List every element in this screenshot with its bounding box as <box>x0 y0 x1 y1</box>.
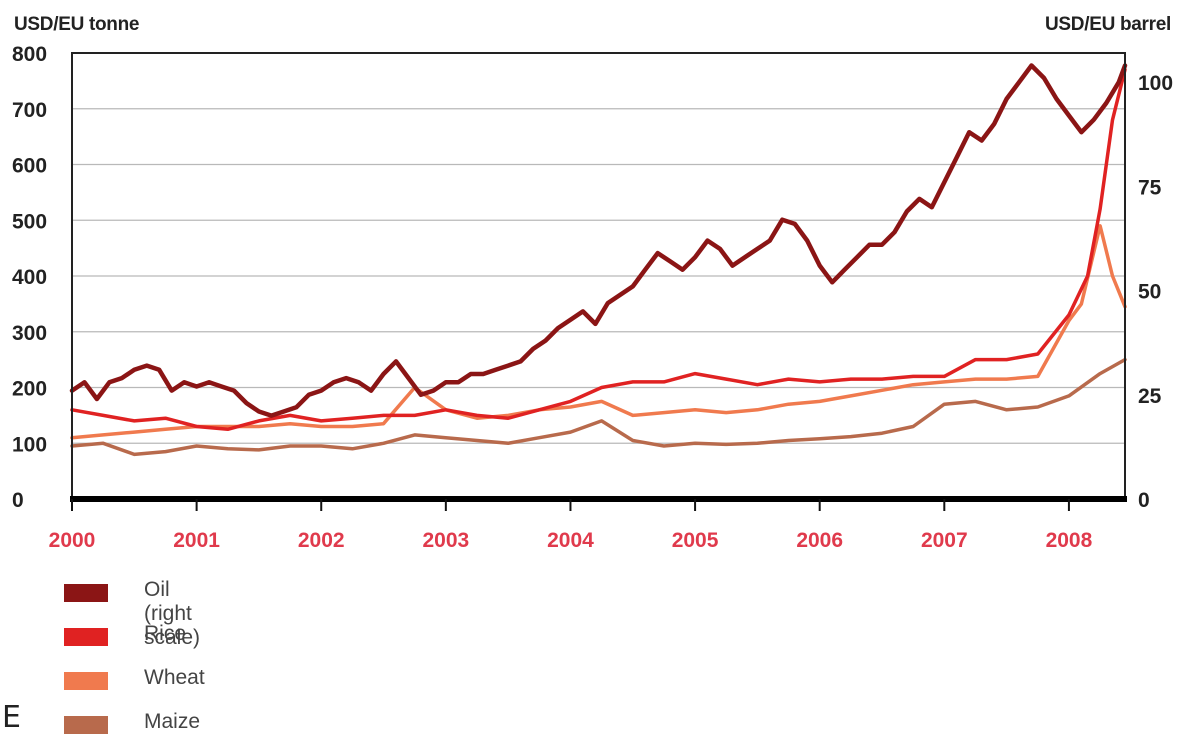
left-tick-700: 700 <box>12 99 47 122</box>
plot-frame <box>70 52 1127 502</box>
left-tick-500: 500 <box>12 210 47 233</box>
x-tick-2008: 2008 <box>1046 529 1093 552</box>
right-axis-label: USD/EU barrel <box>1045 14 1171 35</box>
x-axis-ticks: 2000 2001 2002 2003 2004 2005 2006 2007 2008 <box>49 499 1093 552</box>
legend-swatch-oil <box>64 584 108 602</box>
series-layer <box>69 63 1128 457</box>
x-tick-2005: 2005 <box>672 529 719 552</box>
x-tick-2003: 2003 <box>422 529 469 552</box>
x-tick-2004: 2004 <box>547 529 594 552</box>
x-tick-2006: 2006 <box>796 529 843 552</box>
left-tick-800: 800 <box>12 43 47 66</box>
series-line-maize <box>70 357 1127 457</box>
x-tick-2002: 2002 <box>298 529 345 552</box>
legend-label-oil: Oil (right scale) <box>144 578 201 649</box>
legend-label-rice: Rice <box>144 622 187 645</box>
legend-swatch-rice <box>64 628 108 646</box>
legend-swatch-maize <box>64 716 108 734</box>
right-tick-75: 75 <box>1138 176 1162 199</box>
x-tick-2007: 2007 <box>921 529 968 552</box>
right-tick-25: 25 <box>1138 385 1162 408</box>
right-axis-ticks: 0 25 50 75 100 <box>1138 72 1173 512</box>
legend-swatch-wheat <box>64 672 108 690</box>
legend-label-maize: Maize <box>144 710 201 733</box>
x-tick-2001: 2001 <box>173 529 220 552</box>
left-tick-400: 400 <box>12 266 47 289</box>
left-tick-200: 200 <box>12 378 47 401</box>
series-line-wheat <box>70 224 1127 440</box>
right-tick-0: 0 <box>1138 489 1150 512</box>
left-tick-600: 600 <box>12 155 47 178</box>
left-axis-ticks: 0 100 200 300 400 500 600 700 800 <box>12 43 47 512</box>
left-tick-0: 0 <box>12 489 24 512</box>
right-tick-50: 50 <box>1138 281 1161 304</box>
series-line-rice <box>70 67 1127 432</box>
line-chart: 0 100 200 300 400 500 600 700 800 0 25 50 75 100 200… <box>12 43 1173 552</box>
series-line-oil <box>69 63 1128 418</box>
stray-letter: E <box>2 700 21 735</box>
left-axis-label: USD/EU tonne <box>14 14 140 35</box>
gridlines <box>72 108 1125 444</box>
left-tick-300: 300 <box>12 322 47 345</box>
legend-label-wheat: Wheat <box>144 666 205 689</box>
x-tick-2000: 2000 <box>49 529 96 552</box>
right-tick-100: 100 <box>1138 72 1173 95</box>
left-tick-100: 100 <box>12 433 47 456</box>
